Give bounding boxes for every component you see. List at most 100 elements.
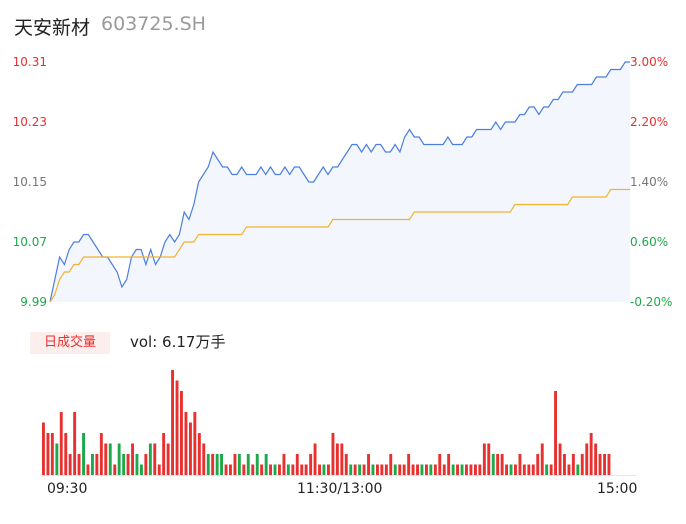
volume-bar bbox=[447, 454, 451, 475]
volume-bar bbox=[571, 454, 575, 475]
volume-bar bbox=[522, 464, 526, 475]
volume-bar bbox=[460, 464, 464, 475]
volume-bar bbox=[407, 454, 411, 475]
volume-bar bbox=[91, 454, 94, 475]
volume-bar bbox=[157, 464, 161, 475]
volume-bar bbox=[171, 370, 174, 475]
volume-bar bbox=[286, 464, 290, 475]
volume-bar bbox=[144, 454, 148, 475]
volume-bar bbox=[380, 464, 384, 475]
volume-bar bbox=[509, 464, 513, 475]
volume-bar bbox=[420, 464, 424, 475]
stock-name: 天安新材 bbox=[14, 17, 91, 39]
volume-bar bbox=[282, 454, 286, 475]
volume-bar bbox=[465, 464, 468, 475]
pct-label-5: -0.20% bbox=[630, 295, 673, 309]
volume-bar bbox=[491, 454, 495, 475]
volume-bar bbox=[255, 454, 259, 475]
volume-bar bbox=[95, 454, 99, 475]
pct-label-2: 2.20% bbox=[630, 115, 669, 129]
volume-bar bbox=[73, 412, 77, 475]
price-label-3: 10.15 bbox=[12, 175, 47, 189]
volume-bar bbox=[416, 464, 419, 475]
volume-bar bbox=[474, 464, 477, 475]
volume-bar bbox=[309, 454, 313, 475]
volume-bar bbox=[322, 464, 326, 475]
volume-bar bbox=[108, 443, 112, 475]
volume-bar bbox=[197, 433, 201, 475]
volume-bar bbox=[64, 433, 68, 475]
volume-bar bbox=[327, 464, 330, 475]
volume-bar bbox=[269, 464, 272, 475]
volume-bar bbox=[295, 454, 299, 475]
volume-bar bbox=[344, 454, 348, 475]
volume-bar bbox=[567, 464, 571, 475]
volume-bar bbox=[554, 391, 557, 475]
volume-bar bbox=[46, 433, 50, 475]
volume-bar bbox=[251, 464, 255, 475]
pct-label-3: 1.40% bbox=[630, 175, 669, 189]
volume-bar bbox=[42, 422, 45, 475]
volume-bar bbox=[576, 464, 580, 475]
volume-bar bbox=[607, 454, 611, 475]
volume-bar bbox=[180, 391, 183, 475]
volume-bar bbox=[264, 454, 268, 475]
volume-bar bbox=[166, 443, 170, 475]
volume-bar bbox=[358, 464, 362, 475]
volume-bar bbox=[398, 464, 402, 475]
volume-bar bbox=[456, 464, 459, 475]
volume-bar bbox=[184, 412, 188, 475]
price-label-1: 10.31 bbox=[12, 55, 47, 69]
volume-bar bbox=[300, 464, 304, 475]
volume-bar bbox=[162, 433, 166, 475]
volume-bar bbox=[122, 454, 126, 475]
average-price-line bbox=[49, 188, 630, 303]
volume-bar bbox=[527, 464, 531, 475]
volume-bar bbox=[540, 443, 544, 475]
volume-bar bbox=[536, 454, 540, 475]
volume-bar bbox=[531, 464, 535, 475]
volume-bar bbox=[86, 464, 90, 475]
volume-bar bbox=[558, 443, 562, 475]
volume-bar bbox=[260, 464, 264, 475]
volume-bar bbox=[438, 454, 442, 475]
volume-bar bbox=[362, 464, 366, 475]
volume-bar bbox=[371, 464, 375, 475]
volume-bar bbox=[594, 443, 598, 475]
volume-bar bbox=[331, 433, 335, 475]
volume-bar bbox=[505, 464, 508, 475]
volume-bar bbox=[135, 454, 139, 475]
volume-bar bbox=[545, 464, 549, 475]
volume-bar bbox=[148, 443, 152, 475]
volume-bar bbox=[442, 464, 446, 475]
volume-bar bbox=[242, 464, 246, 475]
volume-bar bbox=[246, 454, 250, 475]
volume-bar bbox=[451, 464, 455, 475]
volume-bar bbox=[393, 464, 397, 475]
volume-bar bbox=[469, 464, 473, 475]
volume-bar bbox=[318, 464, 321, 475]
volume-bar bbox=[220, 454, 223, 475]
time-label-midday: 11:30/13:00 bbox=[297, 481, 383, 497]
volume-bar bbox=[335, 443, 339, 475]
volume-bar bbox=[340, 443, 344, 475]
volume-bar bbox=[104, 443, 108, 475]
price-label-2: 10.23 bbox=[12, 115, 47, 129]
pct-label-1: 3.00% bbox=[630, 55, 669, 69]
volume-bar bbox=[478, 464, 482, 475]
pct-label-4: 0.60% bbox=[630, 235, 669, 249]
volume-bar bbox=[50, 433, 54, 475]
volume-bar bbox=[215, 454, 219, 475]
volume-bar bbox=[549, 464, 553, 475]
volume-bar bbox=[367, 454, 370, 475]
volume-bar bbox=[500, 454, 504, 475]
volume-bar bbox=[411, 464, 415, 475]
volume-bar bbox=[514, 464, 517, 475]
volume-tag: 日成交量 bbox=[30, 332, 110, 354]
volume-bar bbox=[376, 464, 379, 475]
volume-bar bbox=[273, 464, 277, 475]
volume-bar bbox=[598, 454, 602, 475]
volume-bar bbox=[291, 464, 295, 475]
